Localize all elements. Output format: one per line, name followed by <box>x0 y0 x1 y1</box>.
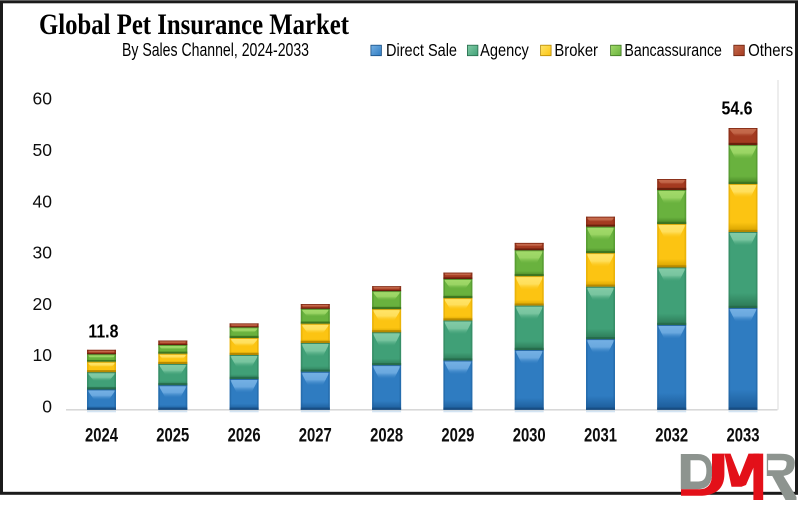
svg-text:2031: 2031 <box>584 426 617 447</box>
svg-text:11.8: 11.8 <box>88 321 118 341</box>
svg-text:Others: Others <box>748 40 793 60</box>
svg-text:10: 10 <box>33 345 53 365</box>
svg-text:2033: 2033 <box>727 426 760 447</box>
svg-text:By Sales Channel, 2024-2033: By Sales Channel, 2024-2033 <box>122 39 309 60</box>
svg-text:50: 50 <box>33 140 53 160</box>
svg-text:2029: 2029 <box>441 426 474 447</box>
svg-text:0: 0 <box>42 397 52 417</box>
svg-text:60: 60 <box>33 89 53 109</box>
svg-text:2027: 2027 <box>299 426 332 447</box>
svg-text:20: 20 <box>33 294 53 314</box>
svg-text:2028: 2028 <box>370 426 403 447</box>
svg-text:2025: 2025 <box>156 426 189 447</box>
svg-text:2030: 2030 <box>513 426 546 447</box>
svg-text:54.6: 54.6 <box>722 99 753 119</box>
svg-text:Broker: Broker <box>554 40 598 60</box>
svg-text:40: 40 <box>33 191 53 211</box>
svg-text:Bancassurance: Bancassurance <box>624 40 722 60</box>
svg-text:2024: 2024 <box>85 426 118 447</box>
svg-text:Global Pet Insurance Market: Global Pet Insurance Market <box>39 9 349 41</box>
svg-text:Direct Sale: Direct Sale <box>386 40 457 60</box>
svg-text:2032: 2032 <box>655 426 688 447</box>
svg-text:30: 30 <box>33 243 53 263</box>
svg-text:2026: 2026 <box>228 426 261 447</box>
svg-text:Agency: Agency <box>480 40 529 60</box>
